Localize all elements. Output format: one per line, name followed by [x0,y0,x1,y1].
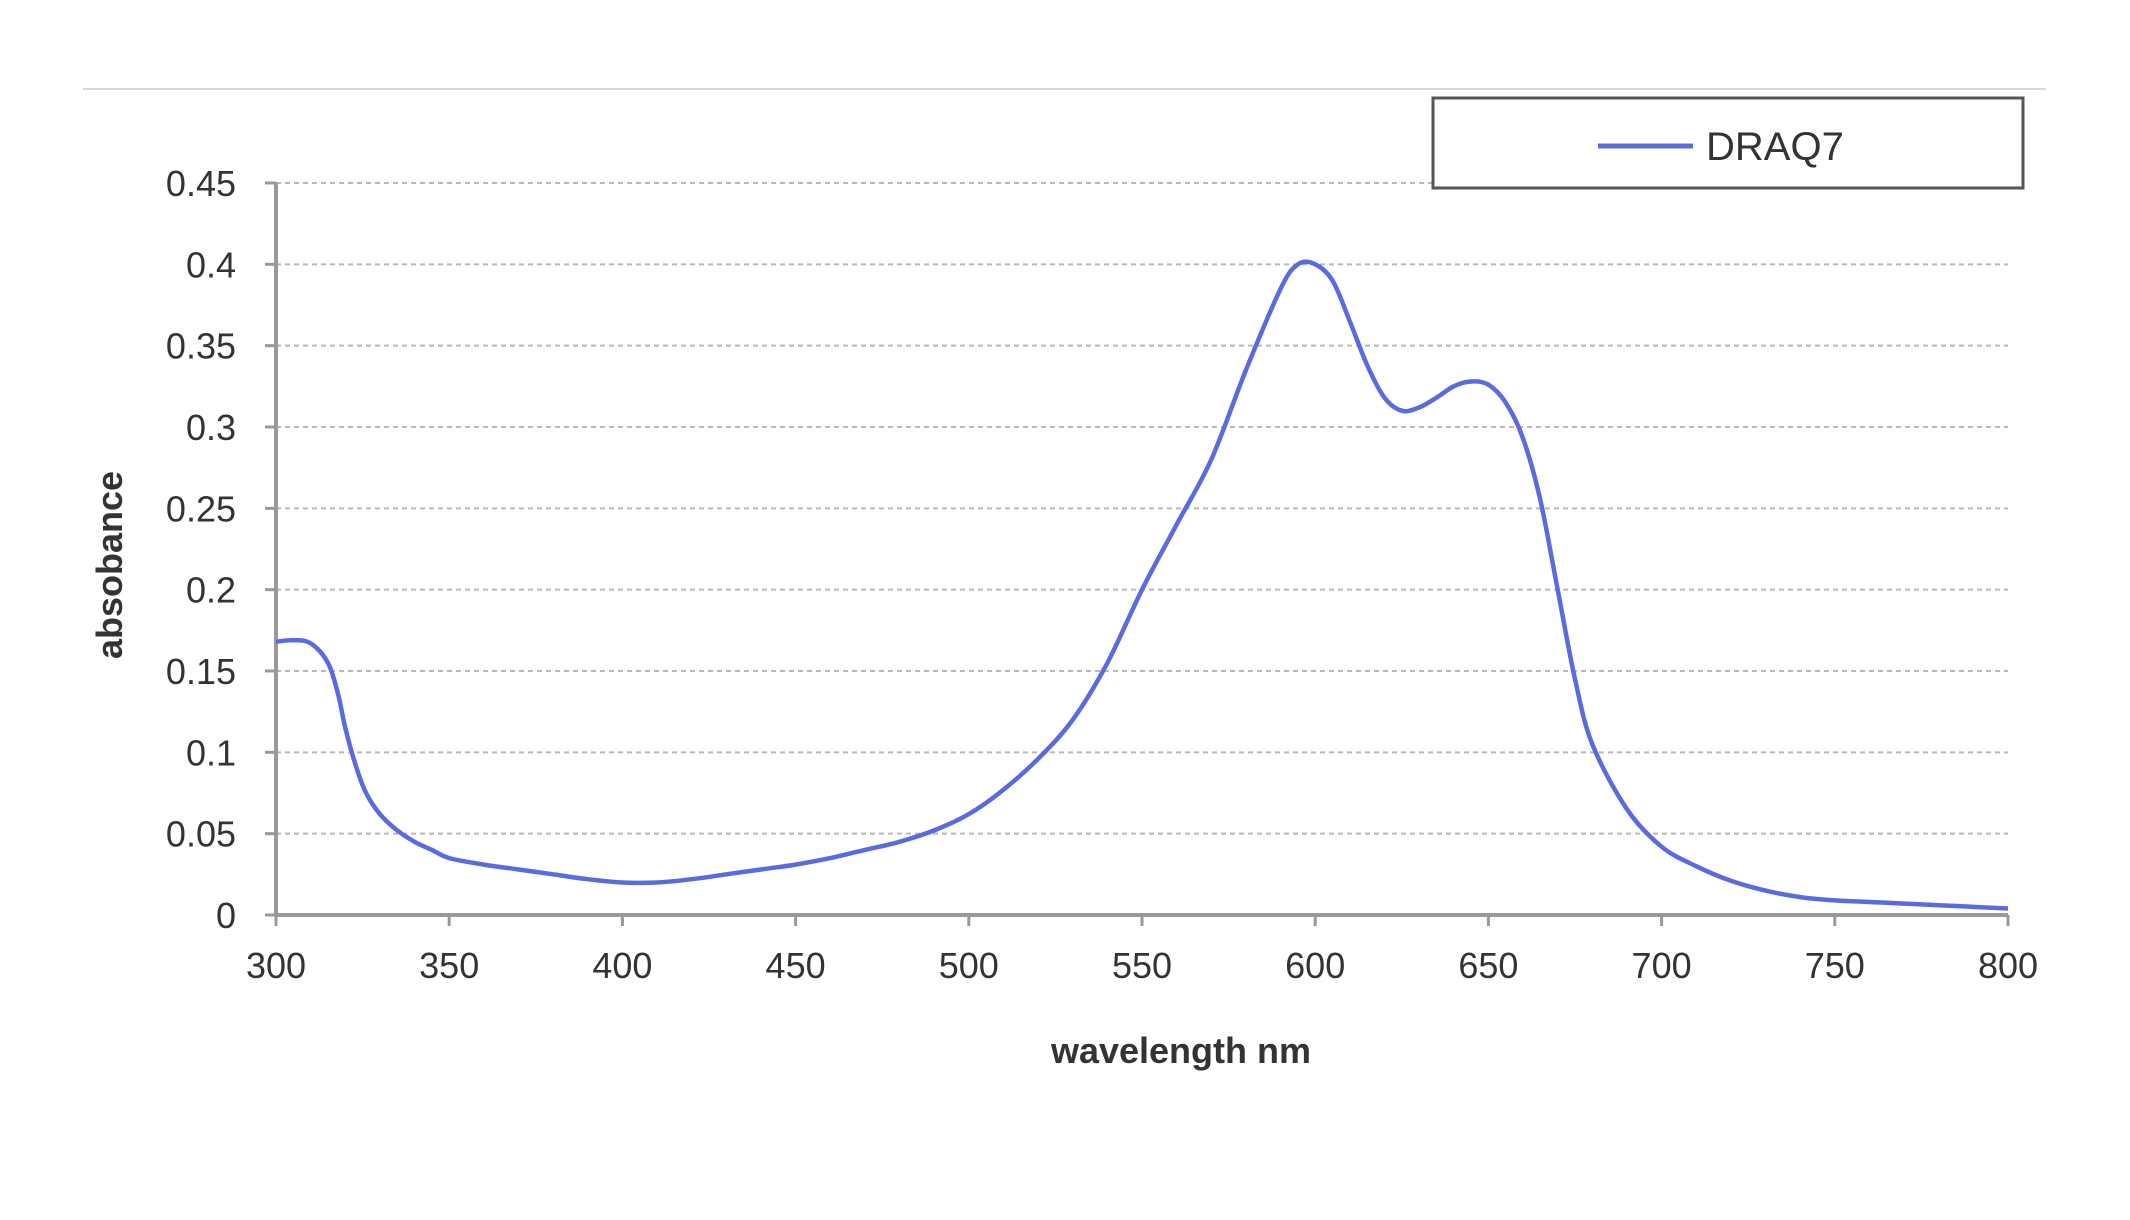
y-tick-label: 0.35 [166,326,236,367]
x-tick-label: 300 [246,945,306,986]
series-layer [275,259,2009,911]
x-tick-label: 550 [1112,945,1172,986]
series-line-draq7 [275,259,2009,911]
y-tick-label: 0.4 [186,244,236,285]
tick-labels: 0 0.05 0.1 0.15 0.2 0.25 0.3 0.35 0.4 0.45 300 350 4… [166,163,2038,986]
y-tick-label: 0.25 [166,488,236,529]
x-tick-label: 750 [1805,945,1865,986]
x-tick-label: 650 [1458,945,1518,986]
y-tick-label: 0.2 [186,570,236,611]
gridlines [276,182,2008,835]
y-tick-label: 0.05 [166,814,236,855]
y-tick-label: 0 [216,895,236,936]
y-tick-label: 0.1 [186,732,236,773]
y-tick-label: 0.45 [166,163,236,204]
axes [265,181,2010,926]
legend: DRAQ7 [1431,96,2025,190]
y-axis-label: absobance [89,471,130,659]
x-tick-label: 450 [766,945,826,986]
legend-label: DRAQ7 [1706,125,1844,169]
x-tick-label: 500 [939,945,999,986]
x-tick-label: 350 [419,945,479,986]
y-tick-label: 0.15 [166,651,236,692]
y-tick-label: 0.3 [186,407,236,448]
x-tick-label: 600 [1285,945,1345,986]
x-tick-label: 700 [1632,945,1692,986]
x-tick-label: 400 [592,945,652,986]
legend-box [1431,96,2025,190]
x-axis-label: wavelength nm [1050,1030,1311,1071]
x-tick-label: 800 [1978,945,2038,986]
